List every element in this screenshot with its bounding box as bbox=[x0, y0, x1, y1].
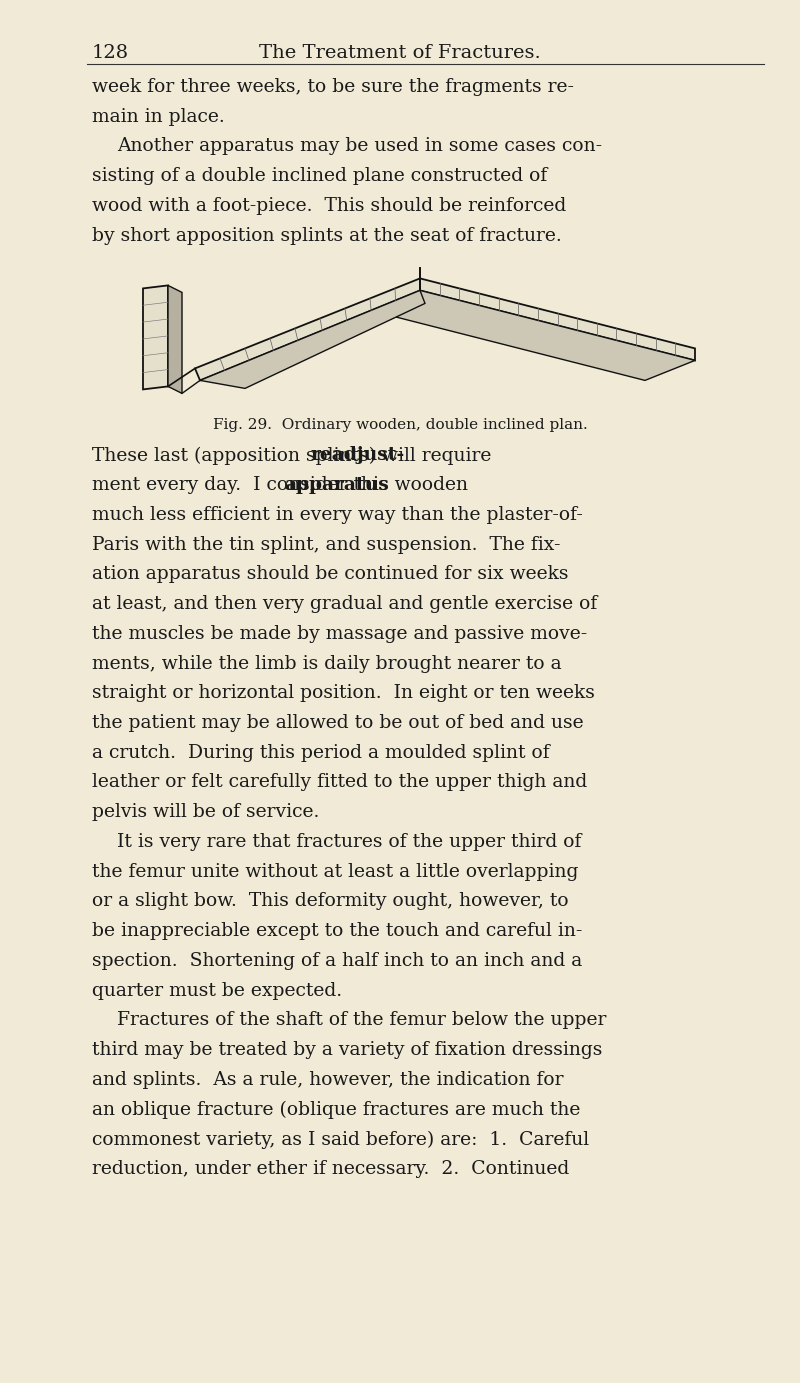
Text: be inappreciable except to the touch and careful in-: be inappreciable except to the touch and… bbox=[92, 922, 582, 940]
Text: sisting of a double inclined plane constructed of: sisting of a double inclined plane const… bbox=[92, 167, 547, 185]
Text: a crutch.  During this period a moulded splint of: a crutch. During this period a moulded s… bbox=[92, 744, 550, 762]
Text: wood with a foot-piece.  This should be reinforced: wood with a foot-piece. This should be r… bbox=[92, 196, 566, 214]
Text: It is very rare that fractures of the upper third of: It is very rare that fractures of the up… bbox=[117, 833, 582, 851]
Polygon shape bbox=[143, 285, 168, 390]
Text: week for three weeks, to be sure the fragments re-: week for three weeks, to be sure the fra… bbox=[92, 77, 574, 95]
Text: reduction, under ether if necessary.  2.  Continued: reduction, under ether if necessary. 2. … bbox=[92, 1160, 570, 1178]
Polygon shape bbox=[168, 285, 182, 393]
Text: at least, and then very gradual and gentle exercise of: at least, and then very gradual and gent… bbox=[92, 595, 598, 613]
Text: ments, while the limb is daily brought nearer to a: ments, while the limb is daily brought n… bbox=[92, 654, 562, 672]
Text: Fractures of the shaft of the femur below the upper: Fractures of the shaft of the femur belo… bbox=[117, 1011, 606, 1029]
Text: ation apparatus should be continued for six weeks: ation apparatus should be continued for … bbox=[92, 566, 569, 584]
Text: an oblique fracture (oblique fractures are much the: an oblique fracture (oblique fractures a… bbox=[92, 1101, 580, 1119]
Polygon shape bbox=[420, 278, 695, 361]
Polygon shape bbox=[195, 278, 420, 380]
Text: These last (apposition splints) will require: These last (apposition splints) will req… bbox=[92, 447, 498, 465]
Text: main in place.: main in place. bbox=[92, 108, 225, 126]
Text: straight or horizontal position.  In eight or ten weeks: straight or horizontal position. In eigh… bbox=[92, 685, 595, 703]
Text: apparatus: apparatus bbox=[285, 476, 390, 494]
Text: readjust-: readjust- bbox=[310, 447, 405, 465]
Text: the femur unite without at least a little overlapping: the femur unite without at least a littl… bbox=[92, 863, 578, 881]
Text: 128: 128 bbox=[92, 44, 129, 62]
Text: and splints.  As a rule, however, the indication for: and splints. As a rule, however, the ind… bbox=[92, 1070, 563, 1088]
Text: spection.  Shortening of a half inch to an inch and a: spection. Shortening of a half inch to a… bbox=[92, 952, 582, 969]
Polygon shape bbox=[370, 290, 695, 380]
Text: or a slight bow.  This deformity ought, however, to: or a slight bow. This deformity ought, h… bbox=[92, 892, 569, 910]
Text: Paris with the tin splint, and suspension.  The fix-: Paris with the tin splint, and suspensio… bbox=[92, 535, 561, 553]
Text: the muscles be made by massage and passive move-: the muscles be made by massage and passi… bbox=[92, 625, 587, 643]
Text: The Treatment of Fractures.: The Treatment of Fractures. bbox=[259, 44, 541, 62]
Text: much less efficient in every way than the plaster-of-: much less efficient in every way than th… bbox=[92, 506, 583, 524]
Text: by short apposition splints at the seat of fracture.: by short apposition splints at the seat … bbox=[92, 227, 562, 245]
Text: leather or felt carefully fitted to the upper thigh and: leather or felt carefully fitted to the … bbox=[92, 773, 587, 791]
Text: pelvis will be of service.: pelvis will be of service. bbox=[92, 804, 319, 822]
Text: Another apparatus may be used in some cases con-: Another apparatus may be used in some ca… bbox=[117, 137, 602, 155]
Text: quarter must be expected.: quarter must be expected. bbox=[92, 982, 342, 1000]
Polygon shape bbox=[200, 290, 425, 389]
Text: ment every day.  I consider this wooden: ment every day. I consider this wooden bbox=[92, 476, 474, 494]
Text: commonest variety, as I said before) are:  1.  Careful: commonest variety, as I said before) are… bbox=[92, 1130, 589, 1148]
Text: third may be treated by a variety of fixation dressings: third may be treated by a variety of fix… bbox=[92, 1041, 602, 1059]
Text: the patient may be allowed to be out of bed and use: the patient may be allowed to be out of … bbox=[92, 714, 584, 732]
Text: Fig. 29.  Ordinary wooden, double inclined plan.: Fig. 29. Ordinary wooden, double incline… bbox=[213, 419, 587, 433]
